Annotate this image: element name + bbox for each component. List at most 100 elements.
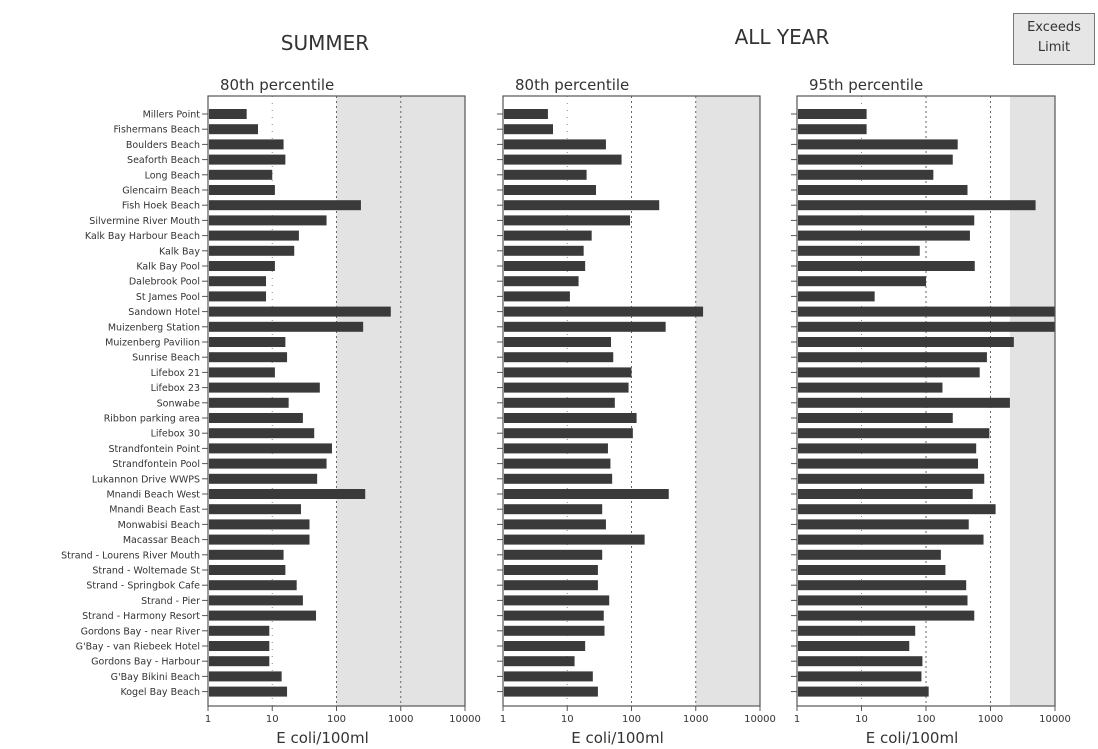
- category-label: G'Bay - van Riebeek Hotel: [76, 642, 200, 653]
- bar: [798, 322, 1055, 332]
- bar: [798, 550, 941, 560]
- x-tick-label: 1000: [388, 714, 413, 725]
- bar: [209, 307, 391, 317]
- x-axis-label: E coli/100ml: [866, 729, 958, 747]
- legend-line-2: Limit: [1014, 38, 1094, 58]
- category-label: Kalk Bay Harbour Beach: [85, 231, 200, 242]
- bar: [209, 504, 301, 514]
- bar: [504, 155, 622, 165]
- bar: [209, 535, 310, 545]
- bar: [209, 519, 310, 529]
- bar: [209, 580, 297, 590]
- bar: [798, 383, 942, 393]
- bar: [209, 215, 327, 225]
- bar: [504, 550, 602, 560]
- x-tick-label: 1: [205, 714, 211, 725]
- bar: [504, 276, 579, 286]
- bar: [209, 322, 363, 332]
- category-label: Strand - Springbok Cafe: [86, 581, 200, 592]
- bar: [798, 200, 1036, 210]
- category-label: Dalebrook Pool: [129, 277, 200, 288]
- category-label: G'Bay Bikini Beach: [111, 672, 200, 683]
- bar: [504, 595, 609, 605]
- category-label: Seaforth Beach: [127, 155, 200, 166]
- bar: [209, 352, 287, 362]
- bar: [209, 276, 266, 286]
- x-axis-label: E coli/100ml: [571, 729, 663, 747]
- chart-panels: 1 10 100 1000 10000 80th percentile E coli/100…: [61, 76, 1071, 747]
- bar: [798, 687, 929, 697]
- legend-line-1: Exceeds: [1014, 18, 1094, 38]
- bar: [504, 246, 584, 256]
- bar: [504, 185, 596, 195]
- bar: [798, 124, 867, 134]
- category-label: Macassar Beach: [123, 535, 200, 546]
- x-tick-label: 1: [794, 714, 800, 725]
- panel-title: 80th percentile: [515, 76, 629, 94]
- category-label: Kalk Bay Pool: [136, 262, 200, 273]
- bar: [209, 550, 284, 560]
- x-tick-label: 10000: [1039, 714, 1071, 725]
- bar: [504, 641, 585, 651]
- bar: [504, 671, 593, 681]
- category-label: Fish Hoek Beach: [122, 201, 200, 212]
- bar: [798, 291, 875, 301]
- category-label: Strand - Pier: [141, 596, 200, 607]
- bar: [504, 291, 570, 301]
- bar: [209, 413, 303, 423]
- bar: [798, 109, 867, 119]
- category-label: Sonwabe: [157, 398, 200, 409]
- bar: [504, 307, 703, 317]
- bar: [209, 337, 285, 347]
- bar: [798, 656, 922, 666]
- bar: [209, 565, 285, 575]
- bar: [209, 367, 275, 377]
- bar: [209, 200, 361, 210]
- bar: [798, 231, 970, 241]
- category-label: Strand - Woltemade St: [92, 566, 200, 577]
- bar: [798, 519, 969, 529]
- bar: [504, 413, 637, 423]
- summer-heading: SUMMER: [281, 31, 369, 55]
- exceeds-limit-region: [696, 96, 760, 706]
- bar: [798, 611, 974, 621]
- bar: [798, 459, 978, 469]
- category-label: Strand - Lourens River Mouth: [61, 550, 200, 561]
- exceeds-limit-region: [1010, 96, 1055, 706]
- bar: [798, 626, 915, 636]
- chart-panel-1: 1 10 100 1000 10000 80th percentile E coli/100…: [61, 76, 481, 747]
- bar: [209, 671, 282, 681]
- bar: [504, 322, 666, 332]
- category-label: Strandfontein Pool: [112, 459, 200, 470]
- bar: [209, 231, 299, 241]
- category-label: Strandfontein Point: [108, 444, 200, 455]
- bar: [504, 459, 610, 469]
- category-label: Muizenberg Pavilion: [105, 338, 200, 349]
- category-label: St James Pool: [136, 292, 200, 303]
- bar: [504, 428, 633, 438]
- category-label: Lukannon Drive WWPS: [92, 474, 200, 485]
- bar: [798, 428, 989, 438]
- bar: [798, 367, 980, 377]
- x-tick-label: 100: [327, 714, 346, 725]
- bar: [504, 580, 598, 590]
- bar: [504, 367, 632, 377]
- bar: [504, 535, 645, 545]
- bar: [798, 565, 945, 575]
- category-label: Monwabisi Beach: [118, 520, 200, 531]
- bar: [504, 398, 615, 408]
- bar: [209, 139, 284, 149]
- bar: [504, 626, 605, 636]
- category-label: Fishermans Beach: [114, 125, 200, 136]
- panel-title: 95th percentile: [809, 76, 923, 94]
- bar: [504, 124, 553, 134]
- bar: [209, 489, 365, 499]
- bar: [798, 443, 976, 453]
- category-label: Mnandi Beach West: [106, 490, 200, 501]
- bar: [798, 155, 953, 165]
- x-tick-label: 1: [500, 714, 506, 725]
- bar: [504, 565, 598, 575]
- bar: [798, 170, 933, 180]
- bar: [798, 641, 909, 651]
